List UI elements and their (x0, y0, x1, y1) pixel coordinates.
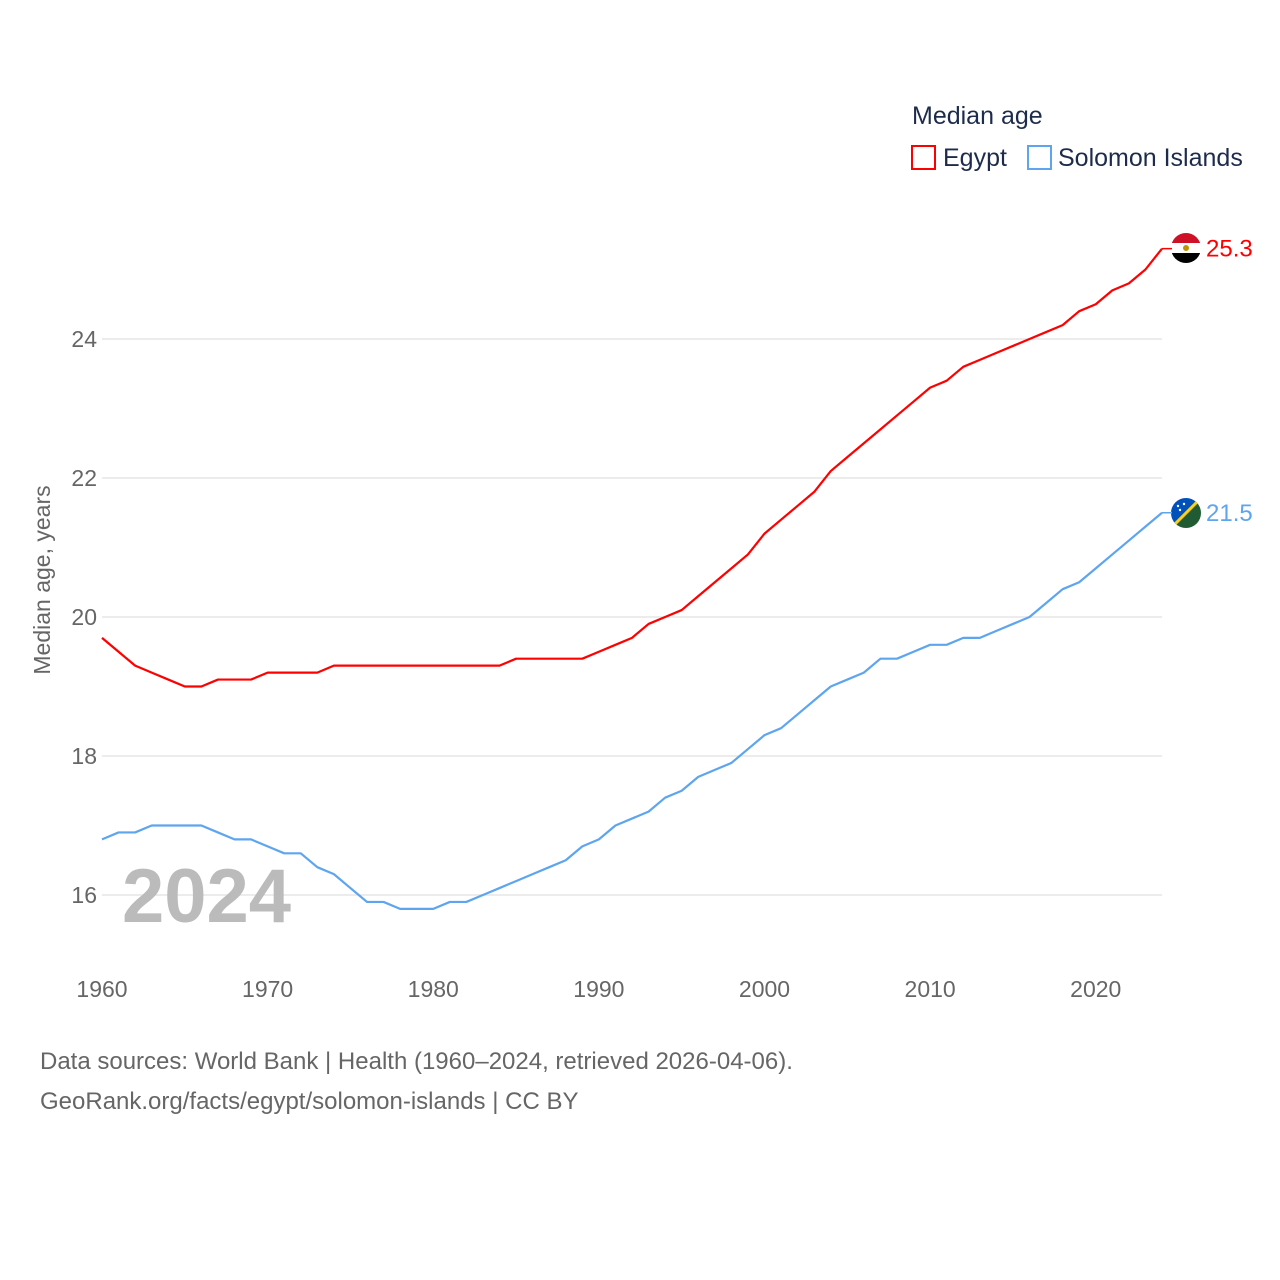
legend-item-solomon-islands[interactable]: Solomon Islands (1027, 144, 1243, 172)
egypt-flag-icon (1171, 233, 1201, 263)
x-tick-label: 2020 (1070, 976, 1121, 1002)
solomon-islands-flag-icon (1171, 498, 1201, 528)
attribution-link[interactable]: GeoRank.org/facts/egypt/solomon-islands … (40, 1088, 579, 1115)
x-tick-label: 1980 (408, 976, 459, 1002)
legend-swatch-egypt (911, 145, 936, 170)
y-tick-label: 20 (71, 604, 97, 630)
legend-swatch-solomon-islands (1027, 145, 1052, 170)
y-tick-label: 24 (71, 326, 97, 352)
year-watermark: 2024 (122, 854, 291, 939)
end-value-label: 25.3 (1206, 236, 1253, 263)
legend-label-egypt: Egypt (943, 144, 1007, 172)
chart-footer: Data sources: World Bank | Health (1960–… (40, 1042, 793, 1122)
data-source-text: Data sources: World Bank | Health (1960–… (40, 1048, 793, 1075)
x-tick-label: 2000 (739, 976, 790, 1002)
y-axis-label: Median age, years (29, 485, 55, 674)
legend-label-solomon-islands: Solomon Islands (1058, 144, 1243, 172)
x-tick-label: 1990 (573, 976, 624, 1002)
legend-title: Median age (912, 102, 1043, 130)
legend-item-egypt[interactable]: Egypt (911, 144, 1007, 172)
end-value-label: 21.5 (1206, 500, 1253, 527)
series-line-solomon-islands[interactable] (101, 511, 1163, 911)
x-tick-label: 1960 (76, 976, 127, 1002)
y-tick-label: 22 (71, 465, 97, 491)
series-line-egypt[interactable] (101, 247, 1163, 688)
x-tick-label: 2010 (905, 976, 956, 1002)
y-tick-label: 16 (71, 882, 97, 908)
y-tick-label: 18 (71, 743, 97, 769)
x-tick-label: 1970 (242, 976, 293, 1002)
